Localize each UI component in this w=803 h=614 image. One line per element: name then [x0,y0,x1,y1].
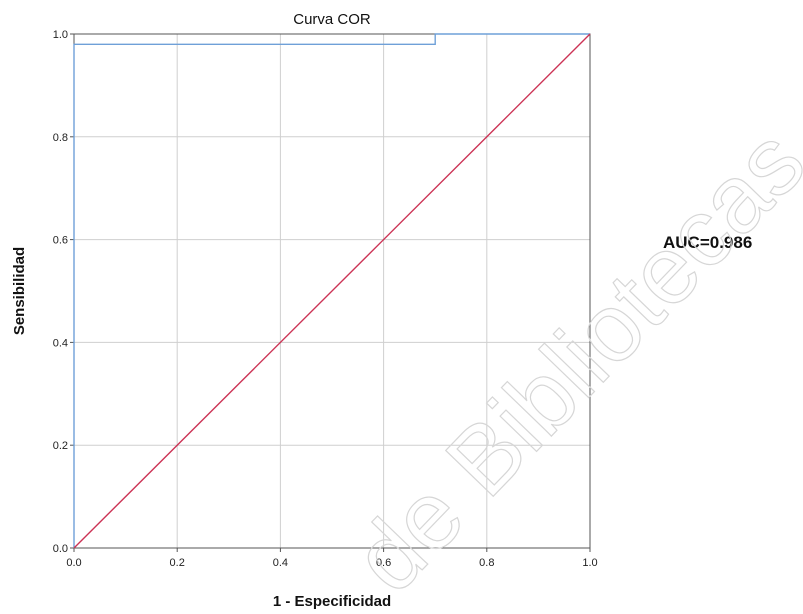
y-tick-label: 0.2 [53,440,68,452]
y-tick-label: 0.0 [53,543,68,555]
tick-labels: 0.0 0.2 0.4 0.6 0.8 1.0 0.0 0.2 0.4 0.6 0.8 1.0 [53,29,598,569]
x-tick-label: 0.4 [273,557,288,569]
x-tick-label: 0.2 [170,557,185,569]
series [73,33,591,549]
x-tick-label: 0.0 [66,557,81,569]
watermark-text: de Bibliotecas [333,108,803,612]
y-axis-label: Sensibilidad [11,247,28,335]
x-tick-label: 0.8 [479,557,494,569]
y-tick-label: 0.8 [53,132,68,144]
y-tick-label: 0.6 [53,235,68,247]
y-tick-label: 1.0 [53,29,68,41]
x-tick-label: 1.0 [582,557,597,569]
chart-title: Curva COR [293,11,371,28]
roc-curve-line [73,33,590,548]
auc-annotation: AUC=0.986 [663,233,752,252]
reference-diagonal-line [73,33,591,549]
y-tick-label: 0.4 [53,337,68,349]
x-axis-label: 1 - Especificidad [273,593,391,610]
x-tick-label: 0.6 [376,557,391,569]
